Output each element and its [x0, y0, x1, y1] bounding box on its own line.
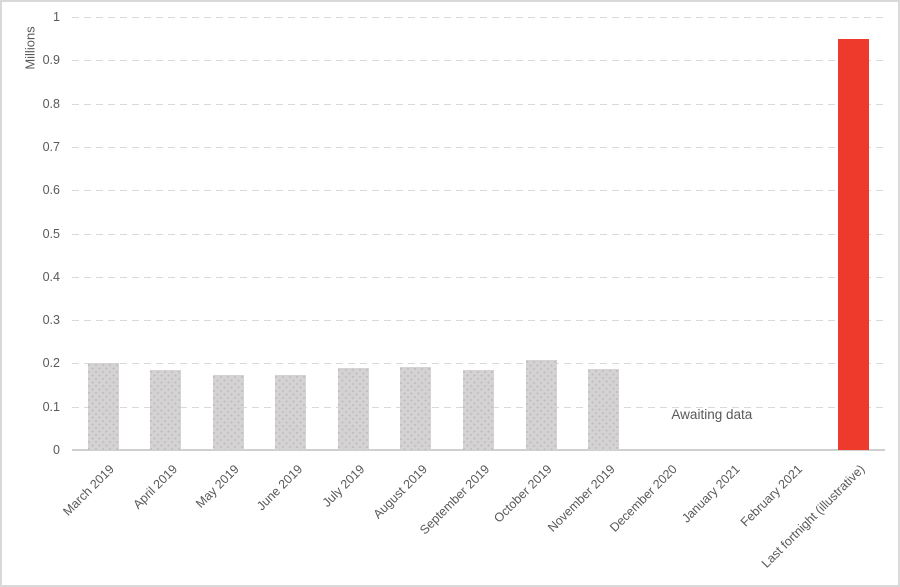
x-axis-label: February 2021 [737, 462, 806, 530]
y-tick-label: 1 [53, 10, 60, 24]
x-axis-label: July 2019 [319, 462, 368, 510]
bar-june-2019 [275, 375, 307, 450]
y-tick-label: 0.2 [42, 356, 60, 371]
bar-may-2019 [212, 375, 244, 450]
y-tick-label: 0.4 [42, 269, 60, 284]
x-axis-label: April 2019 [130, 462, 180, 512]
y-tick-label: 0 [53, 443, 60, 457]
y-gridline [72, 320, 885, 322]
y-tick-label: 0.9 [42, 53, 60, 68]
bar-last-fortnight-illustrative [838, 38, 870, 450]
bar-august-2019 [400, 367, 432, 450]
x-axis-labels: March 2019 April 2019 May 2019 June 2019 Jul… [61, 450, 885, 582]
y-tick-label: 0.3 [42, 313, 60, 328]
y-tick-label: 0.6 [42, 183, 60, 198]
y-gridline [72, 17, 885, 18]
x-axis-label: December 2020 [607, 462, 681, 535]
y-gridline [72, 233, 885, 235]
x-axis-label: Last fortnight (illustrative) [758, 462, 868, 571]
bar-october-2019 [525, 359, 557, 450]
y-gridline [72, 363, 885, 365]
y-tick-label: 0.1 [42, 399, 60, 414]
y-gridline [72, 146, 885, 148]
bar-july-2019 [337, 367, 369, 450]
x-axis-label: August 2019 [370, 462, 430, 522]
x-axis-line [72, 449, 885, 451]
x-axis-label: May 2019 [193, 462, 243, 511]
y-tick-label: 0.5 [42, 226, 60, 241]
x-axis-label: June 2019 [253, 462, 305, 514]
y-gridline [72, 103, 885, 105]
y-gridline [72, 276, 885, 278]
y-gridline [72, 60, 885, 62]
x-axis-label: March 2019 [60, 462, 118, 519]
x-axis-label: January 2021 [679, 462, 743, 526]
y-tick-label: 0.7 [42, 139, 60, 154]
awaiting-data-annotation: Awaiting data [671, 407, 753, 422]
x-axis-label: October 2019 [491, 462, 555, 526]
y-tick-label: 0.8 [42, 96, 60, 111]
bar-november-2019 [588, 369, 620, 450]
y-gridline [72, 190, 885, 192]
y-axis-title: Millions [22, 26, 38, 70]
bar-september-2019 [463, 370, 494, 450]
plot-area: Awaiting data 0 0.1 0.2 0.3 0.4 0.5 0.6 0.7 0.8 0… [43, 10, 885, 457]
bar-april-2019 [150, 369, 182, 450]
bar-march-2019 [87, 362, 119, 450]
